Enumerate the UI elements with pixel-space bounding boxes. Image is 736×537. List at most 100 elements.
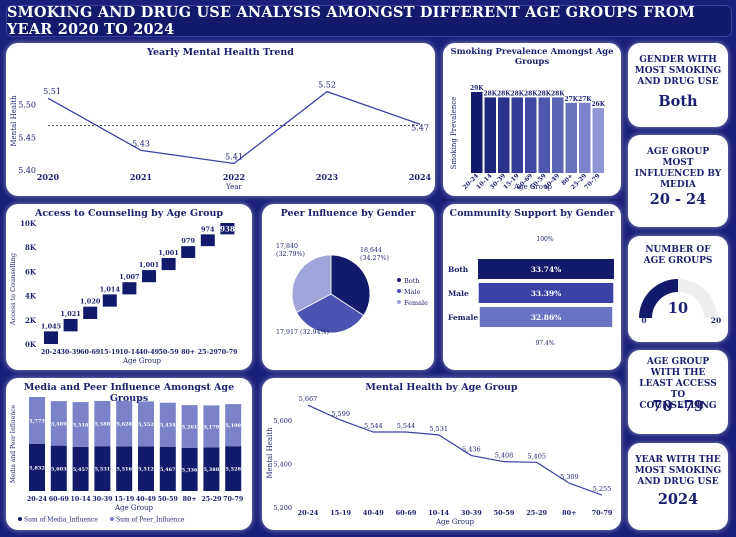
kpi-card-year: YEAR WITH THE MOST SMOKING AND DRUG USE …	[628, 443, 728, 530]
top-label: 100%	[536, 236, 553, 243]
legend-marker	[397, 289, 401, 293]
mental-chart: 5,200 5,400 5,600 5,667 20-24 5,599 15-19 5,544…	[266, 395, 613, 526]
x-tick-label: 40-49	[136, 496, 156, 503]
trend-line	[47, 90, 421, 165]
data-label: 5,309	[560, 473, 579, 481]
yearly-trend-chart: 5.40 5.45 5.50 5.51 2020 5.43 2021 5.41 2022 5.52…	[10, 81, 432, 191]
x-axis-label: Age Group	[114, 504, 154, 512]
x-axis-label: Year	[225, 183, 242, 191]
kpi-counselling-title: AGE GROUP WITH THE LEAST ACCESS TO COUNS…	[639, 357, 717, 411]
data-label: 5.43	[132, 139, 150, 148]
data-label: 5,516	[116, 467, 132, 473]
kpi-card-age-groups: NUMBER OF AGE GROUPS 10 0 20	[628, 236, 728, 342]
bar	[579, 102, 591, 173]
x-tick-label: 2020	[37, 172, 60, 182]
data-label: 979	[181, 237, 195, 245]
data-label: 5,599	[331, 410, 350, 418]
data-label: 28K	[510, 90, 524, 97]
data-label: 5,434	[160, 423, 176, 429]
y-tick-label: 5,400	[273, 460, 292, 468]
bar	[142, 270, 156, 283]
y-tick-label: 0K	[25, 340, 37, 349]
bar-media	[29, 443, 45, 491]
bar-peer	[116, 400, 133, 447]
bar	[538, 97, 550, 173]
data-label: 28K	[497, 90, 511, 97]
data-label: 5,531	[429, 425, 448, 433]
yearly-trend-title: Yearly Mental Health Trend	[147, 47, 294, 58]
category-label: Female	[448, 313, 478, 322]
data-label: 26K	[591, 101, 605, 108]
data-label: 5,588	[95, 422, 111, 428]
bar	[479, 307, 613, 327]
bar-peer	[94, 400, 111, 447]
counseling-chart: 0K 2K 4K 6K 8K 10K 1,045 20-24 1,021 30-39 1,020 60…	[9, 219, 237, 365]
bar	[63, 319, 78, 332]
data-label: 1,045	[41, 322, 62, 330]
data-label: 32.86%	[531, 313, 562, 322]
x-tick-label: 30-39	[61, 349, 81, 356]
data-label: 17,840 (32.79%)	[276, 243, 305, 258]
data-label: 5.52	[318, 81, 336, 90]
media-panel: Media and Peer Influence Amongst Age Gro…	[6, 378, 252, 530]
bar-peer	[50, 401, 67, 446]
kpi-media-title: AGE GROUP MOST INFLUENCED BY MEDIA	[634, 147, 722, 190]
data-label: 5,405	[527, 452, 546, 460]
bar	[220, 223, 235, 235]
peer-chart: 18,644 (34.27%) 17,917 (32.94%) 17,840 (32.7…	[276, 243, 428, 336]
y-tick-label: 10K	[20, 219, 37, 228]
x-tick-label: 20-24	[41, 349, 62, 356]
data-label: 33.74%	[531, 265, 562, 274]
counseling-panel: Access to Counseling by Age Group 0K 2K 4K…	[6, 204, 252, 370]
peer-panel: Peer Influence by Gender 18,644 (34.27%) 1…	[262, 204, 434, 370]
data-label: 5.41	[225, 152, 243, 161]
data-label: 5,531	[95, 467, 111, 473]
y-axis-label: Mental Health	[266, 427, 274, 479]
data-label: 1,007	[119, 273, 139, 281]
kpi-media-value: 20 - 24	[649, 191, 707, 208]
x-tick-label: 2024	[409, 172, 432, 182]
data-label: 27K	[578, 96, 592, 103]
gauge-max: 20	[711, 316, 721, 325]
x-tick-label: 80+	[181, 349, 195, 356]
kpi-gender-value: Both	[658, 93, 698, 110]
bar	[181, 246, 196, 258]
kpi-counselling-value: 70 -79	[652, 398, 704, 415]
x-tick-label: 10-14	[71, 496, 92, 503]
bar	[478, 283, 614, 303]
bar	[102, 294, 117, 307]
x-tick-label: 15-19	[100, 349, 120, 356]
legend-marker	[110, 517, 114, 521]
data-label: 5,628	[116, 422, 132, 428]
y-tick-label: 5,600	[273, 417, 292, 425]
legend-marker	[18, 517, 22, 521]
bar-media	[138, 446, 154, 491]
data-label: 5,408	[495, 452, 514, 460]
y-tick-label: 5,200	[273, 504, 292, 512]
y-tick-label: 4K	[25, 292, 37, 301]
bar	[525, 97, 537, 173]
mental-title: Mental Health by Age Group	[365, 382, 518, 393]
x-tick-label: 60-69	[396, 509, 417, 517]
y-tick-label: 2K	[25, 316, 37, 325]
x-tick-label: 40-49	[363, 509, 384, 517]
x-tick-label: 25-29	[201, 496, 221, 503]
data-label: 5,255	[593, 485, 612, 493]
data-label: 1,020	[80, 298, 101, 306]
bar	[565, 102, 577, 173]
community-chart: 100% 97.4% 33.74% Both 33.39% Male 32.86% Femal…	[448, 236, 614, 347]
legend-label: Both	[404, 277, 420, 285]
data-label: 5.47	[411, 123, 429, 132]
bar-peer	[72, 402, 89, 447]
bar-peer	[29, 397, 45, 444]
bar	[200, 234, 215, 247]
x-tick-label: 25-29	[526, 509, 547, 517]
x-tick-label: 70-79	[217, 349, 237, 356]
data-label: 33.39%	[531, 289, 562, 298]
bar	[498, 97, 510, 173]
x-axis-label: Age Group	[435, 518, 475, 526]
smoking-panel: Smoking Prevalence Amongst Age Groups 29…	[443, 43, 621, 196]
data-label: 5,457	[73, 467, 89, 473]
bar-peer	[159, 402, 176, 447]
x-tick-label: 50-59	[494, 509, 515, 517]
